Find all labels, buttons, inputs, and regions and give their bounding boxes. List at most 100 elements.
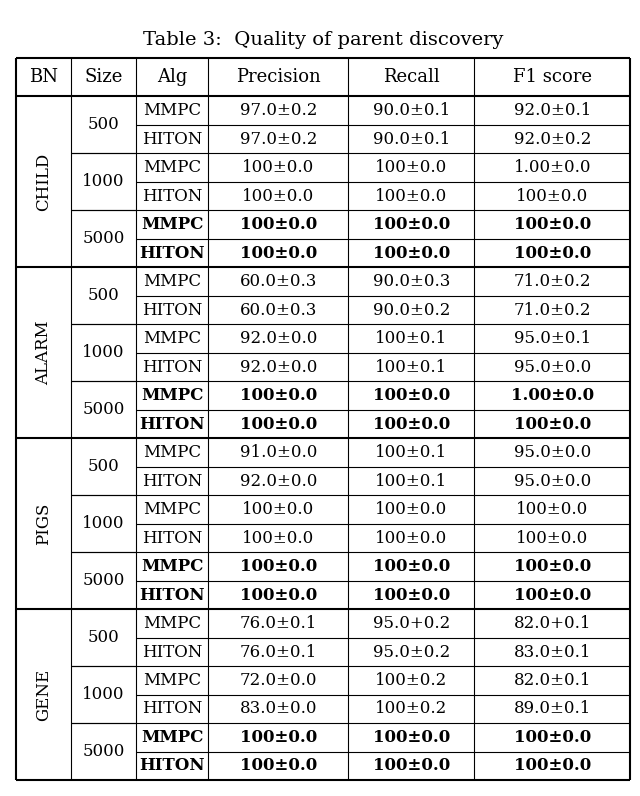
Text: 92.0±0.0: 92.0±0.0 — [239, 358, 317, 376]
Text: 100±0.0: 100±0.0 — [242, 188, 314, 205]
Text: 1.00±0.0: 1.00±0.0 — [511, 387, 594, 404]
Text: 500: 500 — [88, 287, 120, 304]
Text: 5000: 5000 — [83, 230, 125, 248]
Text: 100±0.0: 100±0.0 — [375, 529, 447, 547]
Text: Recall: Recall — [383, 68, 440, 86]
Text: 95.0±0.0: 95.0±0.0 — [514, 473, 591, 490]
Text: 100±0.0: 100±0.0 — [372, 758, 450, 775]
Text: ALARM: ALARM — [35, 321, 52, 385]
Text: F1 score: F1 score — [513, 68, 592, 86]
Text: 100±0.0: 100±0.0 — [240, 387, 317, 404]
Text: 92.0±0.0: 92.0±0.0 — [239, 330, 317, 347]
Text: 95.0+0.2: 95.0+0.2 — [372, 615, 450, 632]
Text: 97.0±0.2: 97.0±0.2 — [239, 102, 317, 119]
Text: 100±0.0: 100±0.0 — [372, 587, 450, 603]
Text: 100±0.0: 100±0.0 — [242, 501, 314, 518]
Text: 100±0.0: 100±0.0 — [242, 159, 314, 176]
Text: 100±0.0: 100±0.0 — [514, 758, 591, 775]
Text: 100±0.0: 100±0.0 — [372, 558, 450, 575]
Text: 92.0±0.1: 92.0±0.1 — [514, 102, 591, 119]
Text: 95.0±0.1: 95.0±0.1 — [514, 330, 591, 347]
Text: MMPC: MMPC — [143, 672, 201, 689]
Text: 95.0±0.2: 95.0±0.2 — [372, 643, 450, 661]
Text: 1.00±0.0: 1.00±0.0 — [514, 159, 591, 176]
Text: 100±0.0: 100±0.0 — [240, 758, 317, 775]
Text: MMPC: MMPC — [143, 615, 201, 632]
Text: MMPC: MMPC — [143, 273, 201, 290]
Text: 100±0.0: 100±0.0 — [372, 729, 450, 746]
Text: HITON: HITON — [140, 758, 205, 775]
Text: 5000: 5000 — [83, 743, 125, 760]
Text: 97.0±0.2: 97.0±0.2 — [239, 131, 317, 147]
Text: 100±0.0: 100±0.0 — [516, 529, 589, 547]
Text: 1000: 1000 — [83, 515, 125, 533]
Text: 83.0±0.1: 83.0±0.1 — [514, 643, 591, 661]
Text: 100±0.0: 100±0.0 — [516, 188, 589, 205]
Text: 90.0±0.3: 90.0±0.3 — [372, 273, 450, 290]
Text: HITON: HITON — [142, 302, 202, 318]
Text: 100±0.0: 100±0.0 — [240, 244, 317, 262]
Text: 60.0±0.3: 60.0±0.3 — [239, 273, 317, 290]
Text: MMPC: MMPC — [141, 729, 204, 746]
Text: 71.0±0.2: 71.0±0.2 — [514, 302, 591, 318]
Text: 100±0.0: 100±0.0 — [372, 416, 450, 432]
Text: 76.0±0.1: 76.0±0.1 — [239, 643, 317, 661]
Text: 100±0.1: 100±0.1 — [375, 444, 447, 461]
Text: 1000: 1000 — [83, 174, 125, 190]
Text: 100±0.0: 100±0.0 — [240, 216, 317, 233]
Text: MMPC: MMPC — [141, 216, 204, 233]
Text: 100±0.1: 100±0.1 — [375, 473, 447, 490]
Text: 100±0.0: 100±0.0 — [372, 216, 450, 233]
Text: MMPC: MMPC — [143, 159, 201, 176]
Text: MMPC: MMPC — [141, 387, 204, 404]
Text: MMPC: MMPC — [143, 102, 201, 119]
Text: PIGS: PIGS — [35, 502, 52, 545]
Text: 500: 500 — [88, 458, 120, 475]
Text: HITON: HITON — [142, 643, 202, 661]
Text: 100±0.0: 100±0.0 — [514, 587, 591, 603]
Text: HITON: HITON — [142, 529, 202, 547]
Text: 5000: 5000 — [83, 401, 125, 418]
Text: 100±0.0: 100±0.0 — [514, 729, 591, 746]
Text: 92.0±0.2: 92.0±0.2 — [514, 131, 591, 147]
Text: BN: BN — [29, 68, 58, 86]
Text: 500: 500 — [88, 116, 120, 133]
Text: 100±0.0: 100±0.0 — [375, 501, 447, 518]
Text: HITON: HITON — [142, 358, 202, 376]
Text: Size: Size — [84, 68, 123, 86]
Text: 83.0±0.0: 83.0±0.0 — [239, 700, 317, 717]
Text: 82.0±0.1: 82.0±0.1 — [514, 672, 591, 689]
Text: 100±0.0: 100±0.0 — [375, 159, 447, 176]
Text: 100±0.0: 100±0.0 — [242, 529, 314, 547]
Text: HITON: HITON — [140, 587, 205, 603]
Text: 5000: 5000 — [83, 572, 125, 589]
Text: GENE: GENE — [35, 669, 52, 721]
Text: Precision: Precision — [236, 68, 321, 86]
Text: 95.0±0.0: 95.0±0.0 — [514, 358, 591, 376]
Text: 100±0.1: 100±0.1 — [375, 330, 447, 347]
Text: 60.0±0.3: 60.0±0.3 — [239, 302, 317, 318]
Text: CHILD: CHILD — [35, 153, 52, 211]
Text: 89.0±0.1: 89.0±0.1 — [514, 700, 591, 717]
Text: 90.0±0.1: 90.0±0.1 — [372, 102, 450, 119]
Text: MMPC: MMPC — [143, 444, 201, 461]
Text: HITON: HITON — [142, 188, 202, 205]
Text: 100±0.0: 100±0.0 — [514, 216, 591, 233]
Text: 100±0.0: 100±0.0 — [372, 244, 450, 262]
Text: 1000: 1000 — [83, 686, 125, 703]
Text: 100±0.0: 100±0.0 — [514, 558, 591, 575]
Text: 100±0.0: 100±0.0 — [375, 188, 447, 205]
Text: 100±0.2: 100±0.2 — [375, 672, 447, 689]
Text: 100±0.1: 100±0.1 — [375, 358, 447, 376]
Text: 71.0±0.2: 71.0±0.2 — [514, 273, 591, 290]
Text: 100±0.0: 100±0.0 — [240, 729, 317, 746]
Text: 92.0±0.0: 92.0±0.0 — [239, 473, 317, 490]
Text: MMPC: MMPC — [141, 558, 204, 575]
Text: 82.0+0.1: 82.0+0.1 — [514, 615, 591, 632]
Text: 72.0±0.0: 72.0±0.0 — [239, 672, 317, 689]
Text: 100±0.0: 100±0.0 — [240, 587, 317, 603]
Text: 100±0.0: 100±0.0 — [372, 387, 450, 404]
Text: 100±0.0: 100±0.0 — [240, 558, 317, 575]
Text: HITON: HITON — [140, 416, 205, 432]
Text: MMPC: MMPC — [143, 330, 201, 347]
